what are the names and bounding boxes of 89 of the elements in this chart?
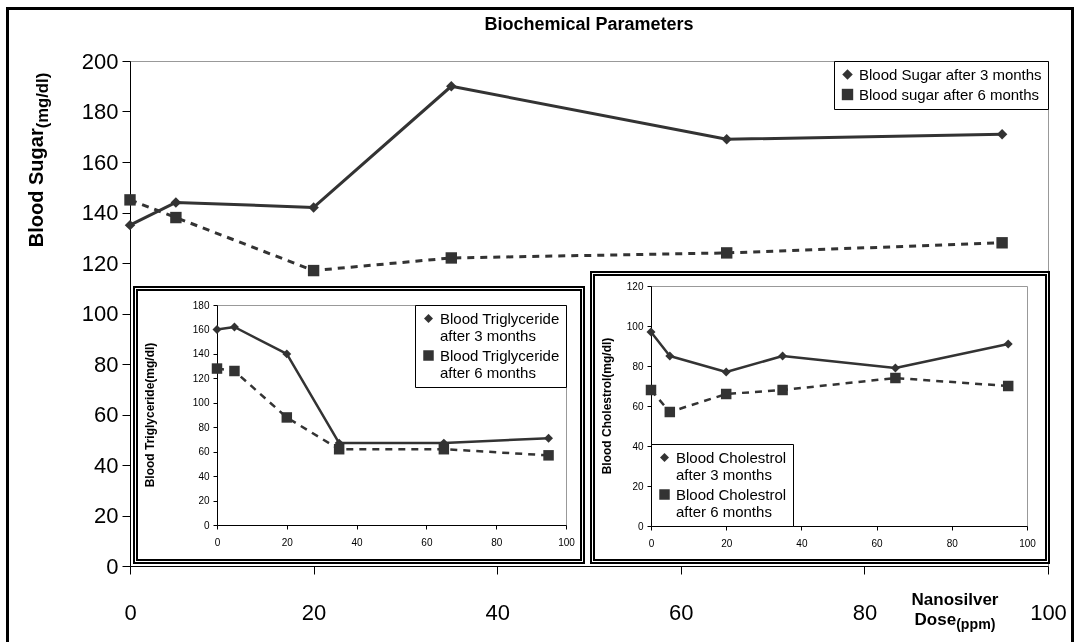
y-tick-label: 20 (94, 503, 119, 528)
y-tick-label: 160 (81, 149, 119, 175)
point (212, 324, 222, 334)
chart-title: Biochemical Parameters (484, 14, 694, 34)
point (438, 443, 450, 455)
y-tick-label: 60 (94, 402, 119, 427)
y-tick-label: 60 (632, 400, 644, 412)
legend-label: Blood Cholestrol after 6 months (676, 485, 787, 520)
y-tick-label: 80 (632, 360, 644, 372)
x-tick-label: 100 (1019, 537, 1037, 549)
point (229, 365, 240, 377)
y-tick-label: 140 (81, 200, 119, 225)
point (170, 197, 182, 208)
x-tick-label: 20 (301, 599, 327, 625)
x-tick-label: 40 (485, 599, 510, 625)
y-tick-label: 60 (198, 446, 210, 458)
x-tick-label: 80 (852, 599, 878, 625)
point (333, 443, 345, 455)
x-tick-label: 100 (1030, 599, 1067, 625)
x-tick-label: 0 (214, 536, 221, 548)
x-tick-label: 40 (351, 536, 364, 548)
x-tick-label: 80 (946, 537, 959, 549)
point (1003, 339, 1013, 349)
y-tick-label: 40 (94, 452, 119, 478)
y-tick-label: 140 (192, 348, 210, 360)
x-axis-title: Nanosilver Dose$_{(ppm)}$ (910, 590, 1000, 633)
point (777, 384, 788, 396)
point (778, 351, 788, 361)
y-tick-label: 0 (203, 519, 210, 531)
point (721, 367, 731, 377)
y-tick-label: 200 (81, 48, 119, 74)
y-tick-label: 20 (198, 495, 210, 507)
point (996, 237, 1008, 249)
x-tick-label: 100 (558, 536, 576, 548)
x-tick-label: 0 (648, 537, 655, 549)
point (282, 349, 292, 359)
x-tick-label: 60 (871, 537, 884, 549)
point (170, 211, 182, 224)
y-axis-title: Blood Cholestrol(mg/dl) (600, 337, 614, 475)
x-tick-label: 0 (124, 599, 137, 625)
point (281, 412, 293, 423)
point (890, 372, 901, 384)
y-tick-label: 40 (632, 440, 644, 452)
y-tick-label: 180 (192, 299, 210, 311)
legend-label: Blood Triglyceride after 6 months (440, 346, 560, 381)
y-tick-label: 100 (81, 301, 119, 326)
point (645, 384, 657, 396)
legend-label: Blood Sugar after 3 months (859, 65, 1042, 83)
point (664, 406, 676, 418)
point (890, 363, 900, 373)
y-tick-label: 120 (81, 250, 119, 276)
point (124, 194, 136, 206)
y-tick-label: 100 (626, 320, 644, 332)
point (308, 202, 319, 213)
x-tick-label: 80 (491, 536, 503, 548)
x-tick-label: 60 (669, 599, 694, 625)
x-tick-label: 20 (281, 536, 294, 548)
x-tick-label: 40 (796, 537, 808, 549)
point (665, 351, 675, 361)
y-tick-label: 0 (106, 553, 119, 579)
point (544, 433, 554, 443)
y-tick-label: 120 (626, 280, 644, 292)
y-tick-label: 0 (637, 520, 644, 532)
legend-label: Blood Cholestrol after 3 months (676, 448, 787, 483)
legend-label: Blood sugar after 6 months (859, 85, 1040, 103)
y-tick-label: 180 (81, 99, 119, 124)
point (646, 327, 656, 337)
point (446, 81, 457, 92)
point (721, 247, 733, 259)
point (720, 388, 732, 400)
point (307, 264, 320, 277)
point (124, 219, 136, 231)
legend-label: Blood Triglyceride after 3 months (440, 309, 560, 344)
y-tick-label: 120 (192, 372, 210, 384)
point (211, 363, 223, 374)
x-tick-label: 60 (421, 536, 433, 548)
x-tick-label: 20 (721, 537, 733, 549)
y-tick-label: 40 (198, 470, 210, 482)
y-axis-title: Blood Triglyceride(mg/dl) (143, 342, 157, 488)
point (1002, 380, 1014, 392)
y-tick-label: 80 (94, 351, 119, 377)
y-tick-label: 100 (192, 397, 210, 409)
y-tick-label: 20 (632, 480, 644, 492)
y-tick-label: 80 (198, 421, 210, 433)
point (543, 450, 554, 461)
point (445, 252, 457, 264)
point (229, 322, 239, 332)
y-tick-label: 160 (192, 323, 210, 335)
point (721, 134, 732, 145)
